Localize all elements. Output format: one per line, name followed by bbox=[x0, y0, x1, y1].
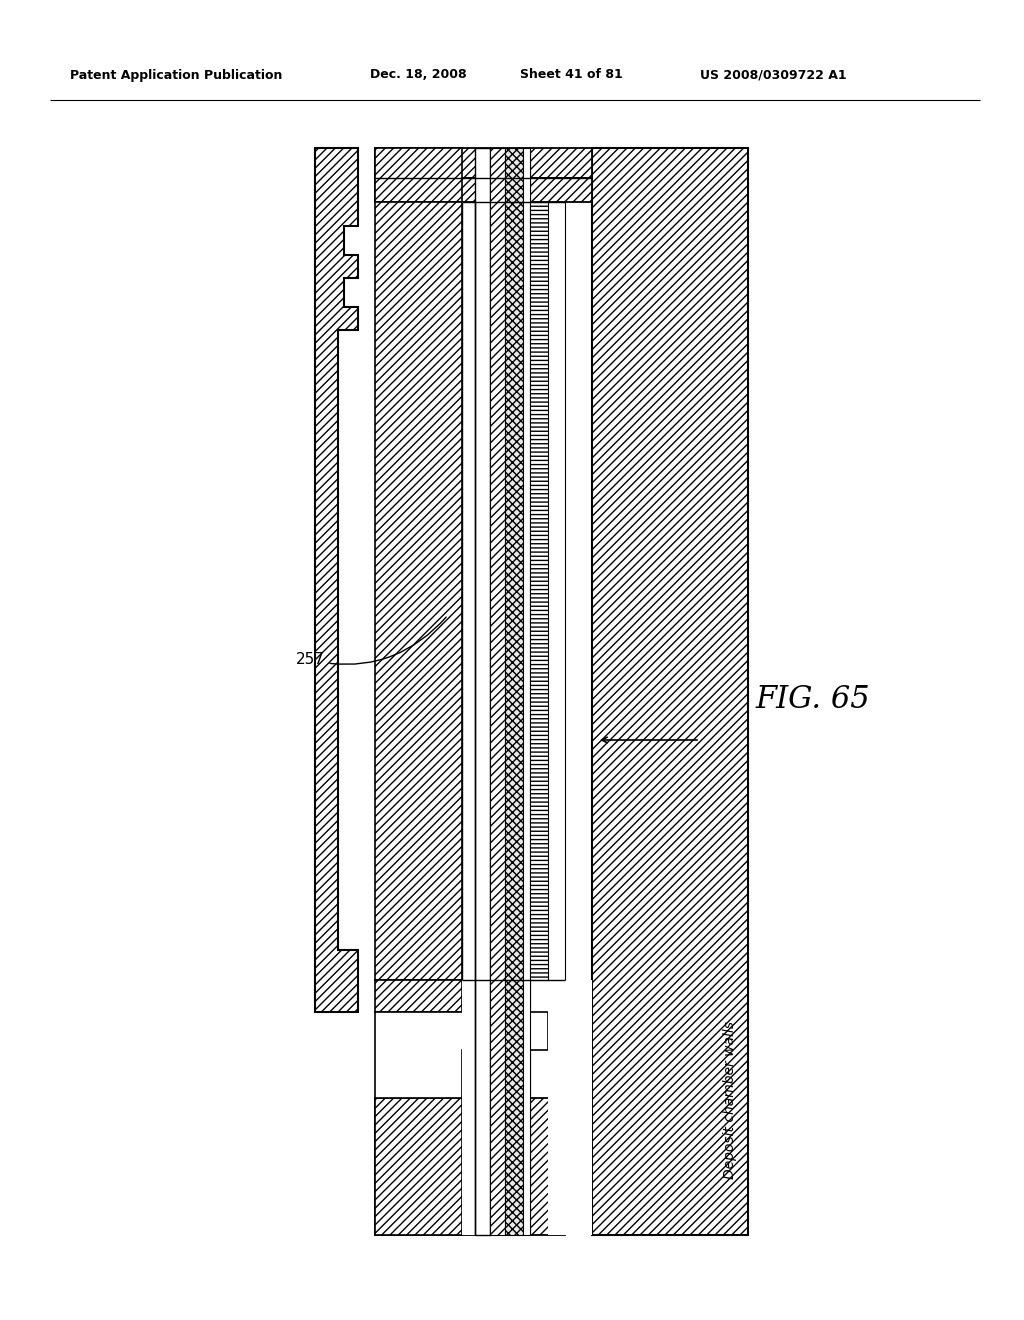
Polygon shape bbox=[375, 979, 462, 1012]
Text: 257: 257 bbox=[296, 616, 446, 668]
Text: Sheet 41 of 81: Sheet 41 of 81 bbox=[520, 69, 623, 82]
Text: Deposit chamber walls: Deposit chamber walls bbox=[723, 1020, 737, 1179]
Text: Dec. 18, 2008: Dec. 18, 2008 bbox=[370, 69, 467, 82]
Text: US 2008/0309722 A1: US 2008/0309722 A1 bbox=[700, 69, 847, 82]
Polygon shape bbox=[462, 202, 475, 1236]
Polygon shape bbox=[475, 148, 490, 1236]
Polygon shape bbox=[375, 1012, 548, 1098]
Polygon shape bbox=[375, 178, 592, 202]
Polygon shape bbox=[375, 148, 592, 178]
Polygon shape bbox=[490, 148, 505, 1236]
Polygon shape bbox=[375, 1098, 462, 1236]
Polygon shape bbox=[523, 148, 530, 1236]
Polygon shape bbox=[548, 979, 592, 1236]
Polygon shape bbox=[375, 202, 462, 979]
Polygon shape bbox=[375, 148, 462, 202]
Polygon shape bbox=[375, 1098, 565, 1236]
Text: FIG. 65: FIG. 65 bbox=[755, 685, 869, 715]
Polygon shape bbox=[505, 148, 523, 1236]
Polygon shape bbox=[530, 202, 548, 979]
Polygon shape bbox=[592, 148, 748, 1236]
Polygon shape bbox=[315, 148, 358, 1012]
Text: Patent Application Publication: Patent Application Publication bbox=[70, 69, 283, 82]
